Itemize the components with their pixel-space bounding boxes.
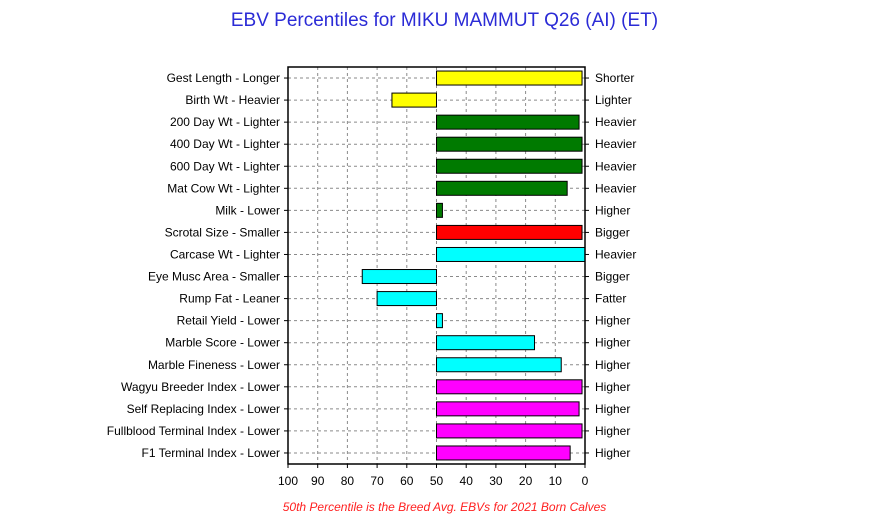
- category-label: F1 Terminal Index - Lower: [141, 446, 280, 460]
- direction-label: Heavier: [595, 137, 636, 151]
- direction-label: Higher: [595, 358, 630, 372]
- category-label: Scrotal Size - Smaller: [165, 225, 280, 239]
- x-tick-label: 50: [430, 474, 444, 488]
- x-tick-label: 90: [311, 474, 325, 488]
- bar: [436, 313, 443, 329]
- category-label: Gest Length - Longer: [167, 71, 280, 85]
- bar: [436, 357, 562, 373]
- bar: [436, 445, 571, 461]
- direction-label: Higher: [595, 314, 630, 328]
- bar: [361, 269, 437, 285]
- bars: [361, 70, 586, 461]
- direction-label: Shorter: [595, 71, 634, 85]
- bar: [436, 335, 536, 351]
- direction-label: Heavier: [595, 247, 636, 261]
- category-labels: Gest Length - Longer Birth Wt - Heavier 20…: [107, 71, 288, 460]
- category-label: 600 Day Wt - Lighter: [170, 159, 280, 173]
- category-label: Birth Wt - Heavier: [185, 93, 280, 107]
- bar: [436, 70, 583, 86]
- category-label: 200 Day Wt - Lighter: [170, 115, 280, 129]
- category-label: Retail Yield - Lower: [177, 314, 280, 328]
- bar: [436, 246, 586, 262]
- direction-label: Bigger: [595, 225, 630, 239]
- direction-label: Higher: [595, 336, 630, 350]
- category-label: Rump Fat - Leaner: [179, 292, 280, 306]
- footnote: 50th Percentile is the Breed Avg. EBVs f…: [282, 500, 607, 514]
- x-tick-label: 10: [549, 474, 563, 488]
- direction-label: Higher: [595, 203, 630, 217]
- bar: [436, 202, 443, 218]
- x-axis: 100 90 80 70 60 50 40 30 20 10 0: [278, 464, 589, 488]
- x-tick-label: 20: [519, 474, 533, 488]
- x-tick-label: 70: [370, 474, 384, 488]
- bar: [436, 224, 583, 240]
- x-tick-label: 0: [582, 474, 589, 488]
- bar: [436, 379, 583, 395]
- category-label: Fullblood Terminal Index - Lower: [107, 424, 280, 438]
- direction-label: Higher: [595, 402, 630, 416]
- bar: [391, 92, 438, 108]
- direction-label: Heavier: [595, 181, 636, 195]
- x-tick-label: 80: [341, 474, 355, 488]
- category-label: Milk - Lower: [215, 203, 280, 217]
- bar: [436, 401, 580, 417]
- direction-label: Higher: [595, 380, 630, 394]
- bar: [436, 114, 580, 130]
- category-label: Eye Musc Area - Smaller: [148, 270, 280, 284]
- direction-label: Higher: [595, 424, 630, 438]
- direction-label: Heavier: [595, 159, 636, 173]
- direction-label: Higher: [595, 446, 630, 460]
- bar: [436, 180, 568, 196]
- direction-label: Heavier: [595, 115, 636, 129]
- category-label: Self Replacing Index - Lower: [127, 402, 280, 416]
- category-label: Wagyu Breeder Index - Lower: [121, 380, 280, 394]
- direction-label: Lighter: [595, 93, 632, 107]
- direction-label: Bigger: [595, 270, 630, 284]
- direction-label: Fatter: [595, 292, 626, 306]
- x-tick-label: 100: [278, 474, 298, 488]
- x-tick-label: 40: [460, 474, 474, 488]
- category-label: Marble Score - Lower: [165, 336, 280, 350]
- x-tick-label: 30: [489, 474, 503, 488]
- category-label: 400 Day Wt - Lighter: [170, 137, 280, 151]
- category-label: Carcase Wt - Lighter: [170, 247, 280, 261]
- x-tick-label: 60: [400, 474, 414, 488]
- bar: [436, 423, 583, 439]
- bar: [436, 158, 583, 174]
- direction-labels: Shorter Lighter Heavier Heavier Heavier Heavi…: [585, 71, 636, 460]
- bar: [436, 136, 583, 152]
- category-label: Mat Cow Wt - Lighter: [167, 181, 280, 195]
- bar: [376, 291, 438, 307]
- chart-title: EBV Percentiles for MIKU MAMMUT Q26 (AI)…: [230, 10, 659, 31]
- category-label: Marble Fineness - Lower: [148, 358, 280, 372]
